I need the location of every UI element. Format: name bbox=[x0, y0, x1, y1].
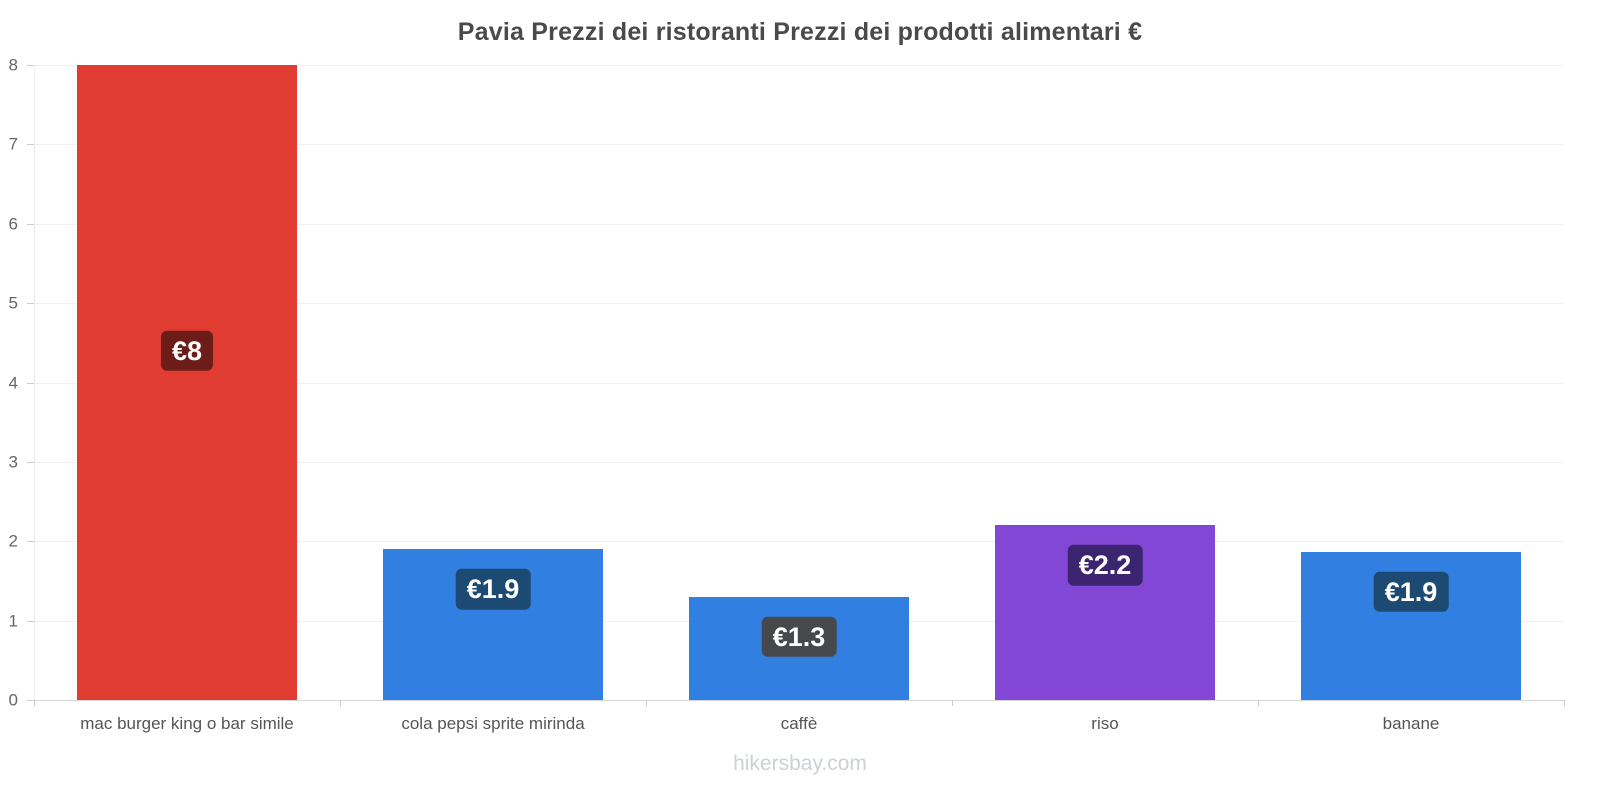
x-tick-mark bbox=[646, 700, 647, 706]
y-tick-mark bbox=[27, 541, 34, 543]
y-tick-label: 1 bbox=[8, 611, 18, 631]
y-tick-mark bbox=[27, 382, 34, 384]
y-tick-label: 6 bbox=[8, 214, 18, 234]
bar-value-label: €1.9 bbox=[1373, 571, 1449, 612]
watermark-text: hikersbay.com bbox=[733, 752, 867, 775]
y-tick-mark bbox=[27, 303, 34, 305]
gridline bbox=[34, 382, 1564, 384]
bar-value-label: €1.3 bbox=[761, 616, 837, 658]
gridline bbox=[34, 541, 1564, 543]
x-axis-label: cola pepsi sprite mirinda bbox=[401, 714, 585, 733]
y-tick-mark bbox=[27, 65, 34, 66]
y-tick-mark bbox=[27, 620, 34, 622]
y-tick-label: 7 bbox=[8, 134, 18, 154]
bar-value-label: €2.2 bbox=[1067, 545, 1143, 586]
gridline bbox=[34, 700, 1564, 701]
y-tick-label: 3 bbox=[8, 452, 18, 472]
y-tick-label: 8 bbox=[8, 55, 18, 75]
x-tick-mark bbox=[340, 700, 341, 706]
x-axis-label: riso bbox=[1091, 714, 1119, 733]
x-tick-mark bbox=[1564, 700, 1565, 706]
gridline bbox=[34, 65, 1564, 66]
x-tick-mark bbox=[34, 700, 35, 706]
bar-value-label: €1.9 bbox=[455, 568, 531, 610]
gridline bbox=[34, 303, 1564, 305]
gridline bbox=[34, 144, 1564, 146]
y-tick-mark bbox=[27, 223, 34, 225]
x-axis-label: mac burger king o bar simile bbox=[80, 714, 294, 733]
x-tick-mark bbox=[1258, 700, 1259, 706]
bar bbox=[77, 65, 297, 700]
y-tick-label: 0 bbox=[8, 690, 18, 710]
gridline bbox=[34, 461, 1564, 463]
y-tick-mark bbox=[27, 461, 34, 463]
bar-value-label: €8 bbox=[160, 330, 214, 371]
y-tick-mark bbox=[27, 700, 34, 701]
gridline bbox=[34, 223, 1564, 225]
x-axis-label: banane bbox=[1382, 714, 1440, 733]
x-axis-label: caffè bbox=[780, 714, 818, 733]
chart-title: Pavia Prezzi dei ristoranti Prezzi dei p… bbox=[457, 18, 1143, 46]
x-tick-mark bbox=[952, 700, 953, 706]
y-tick-mark bbox=[27, 144, 34, 146]
y-tick-label: 2 bbox=[8, 531, 18, 551]
y-tick-label: 5 bbox=[8, 293, 18, 313]
y-axis-line bbox=[34, 65, 35, 700]
plot-area: 0 1 2 3 4 5 6 7 8 €8 €1.9 €1.3 €2.2 €1.9 mac burger … bbox=[9, 57, 1565, 733]
y-tick-label: 4 bbox=[8, 373, 18, 392]
